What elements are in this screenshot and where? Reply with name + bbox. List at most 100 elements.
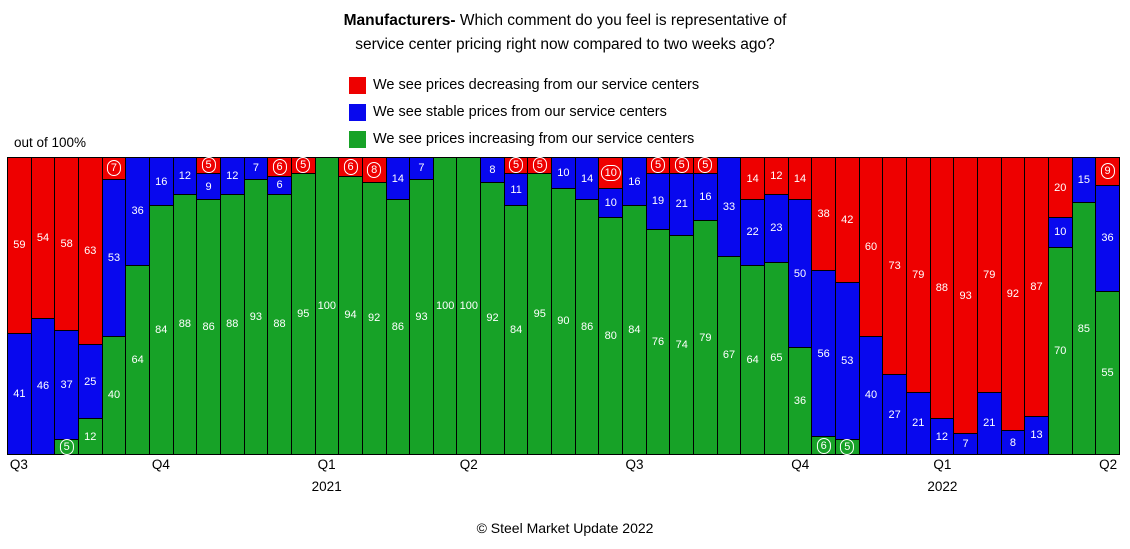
segment-decreasing: 5 (646, 157, 670, 174)
stacked-bar: 6 6 88 (267, 158, 291, 454)
chart-title-line1: Manufacturers- Which comment do you feel… (0, 9, 1130, 33)
value-label: 56 (817, 347, 830, 360)
quarter-label: Q4 (791, 457, 810, 472)
value-label: 100 (435, 300, 455, 312)
value-label: 88 (935, 282, 949, 295)
segment-increasing: 93 (244, 178, 268, 454)
segment-increasing: 76 (646, 229, 670, 454)
segment-stable: 21 (906, 391, 930, 454)
segment-increasing: 74 (670, 234, 694, 454)
value-label: 8 (1009, 436, 1016, 449)
segment-stable: 50 (788, 199, 812, 348)
segment-decreasing: 42 (835, 158, 859, 283)
segment-increasing: 88 (268, 193, 291, 454)
stacked-bar: 14 86 (385, 158, 410, 454)
stacked-bar: 73 27 (882, 158, 906, 454)
stacked-bar: 63 25 12 (77, 158, 102, 454)
value-label: 14 (391, 172, 404, 185)
value-label: 36 (793, 395, 807, 408)
value-label: 79 (912, 268, 925, 281)
x-tick: Q3 (10, 457, 28, 472)
segment-increasing: 90 (552, 187, 575, 454)
segment-stable: 53 (102, 178, 126, 336)
stacked-bar: 14 86 (574, 158, 599, 454)
stacked-bar: 15 85 (1071, 158, 1096, 454)
value-label: 36 (131, 205, 144, 218)
value-label: 63 (84, 245, 97, 258)
value-label: 19 (651, 195, 665, 208)
segment-stable: 14 (386, 158, 410, 200)
segment-decreasing: 59 (8, 158, 31, 333)
value-label: 5 (201, 157, 216, 174)
value-label: 100 (317, 300, 337, 312)
axis-note: out of 100% (14, 135, 87, 150)
value-label: 5 (296, 157, 311, 174)
chart-title-bold: Manufacturers- (343, 12, 456, 29)
stacked-bar: 6 94 (338, 158, 362, 454)
stacked-bar: 93 7 (953, 158, 977, 454)
year-label: 2022 (927, 479, 958, 494)
segment-stable: 7 (410, 158, 433, 179)
segment-increasing: 67 (717, 255, 741, 454)
segment-increasing: 55 (1096, 291, 1119, 454)
value-label: 73 (888, 260, 901, 273)
segment-increasing: 88 (173, 193, 197, 454)
value-label: 67 (722, 349, 736, 362)
value-label: 22 (746, 226, 759, 239)
segment-increasing: 95 (291, 172, 315, 454)
stacked-bar: 5 95 (527, 157, 552, 454)
value-label: 6 (272, 158, 287, 175)
segment-decreasing: 73 (883, 158, 906, 375)
value-label: 50 (793, 267, 807, 280)
value-label: 86 (391, 321, 404, 334)
segment-increasing: 79 (694, 220, 717, 454)
value-label: 16 (699, 190, 712, 203)
value-label: 23 (770, 222, 783, 235)
segment-stable: 13 (1025, 415, 1048, 454)
legend-item-increasing: We see prices increasing from our servic… (349, 130, 699, 148)
segment-increasing: 5 (55, 439, 78, 456)
value-label: 5 (509, 157, 524, 174)
segment-stable: 8 (1001, 430, 1025, 454)
segment-stable: 16 (694, 172, 717, 221)
segment-stable: 10 (1048, 217, 1072, 247)
segment-stable: 41 (8, 332, 31, 454)
stacked-bar: 36 64 (125, 158, 149, 454)
stacked-bar: 12 88 (219, 158, 244, 454)
legend-swatch-increasing (349, 130, 366, 148)
segment-decreasing: 5 (197, 157, 220, 174)
quarter-label: Q3 (9, 457, 28, 472)
stacked-bar: 79 21 (905, 158, 930, 454)
value-label: 92 (486, 312, 499, 325)
value-label: 10 (604, 196, 617, 209)
segment-stable: 19 (646, 172, 670, 230)
stacked-bar: 5 16 79 (693, 157, 717, 454)
segment-stable: 15 (1072, 158, 1096, 203)
value-label: 88 (273, 318, 286, 331)
stacked-bar: 7 93 (409, 158, 433, 454)
value-label: 6 (816, 437, 831, 454)
value-label: 74 (675, 338, 688, 351)
chart-title-line1-rest: Which comment do you feel is representat… (455, 12, 787, 29)
segment-increasing: 88 (220, 193, 244, 454)
stacked-bar: 12 88 (172, 158, 197, 454)
value-label: 5 (698, 157, 713, 174)
segment-decreasing: 6 (268, 158, 291, 176)
segment-stable: 21 (670, 172, 694, 235)
segment-stable: 12 (173, 158, 197, 194)
segment-increasing: 100 (315, 158, 339, 454)
value-label: 93 (249, 310, 263, 323)
x-tick: Q4 (152, 457, 170, 472)
segment-increasing: 40 (102, 335, 126, 454)
value-label: 70 (1054, 344, 1067, 357)
value-label: 42 (841, 214, 854, 227)
value-label: 65 (770, 352, 783, 365)
value-label: 86 (202, 321, 215, 334)
value-label: 85 (1077, 322, 1090, 335)
segment-decreasing: 6 (339, 158, 362, 176)
value-label: 40 (107, 389, 121, 402)
value-label: 10 (1054, 226, 1067, 239)
value-label: 5 (840, 439, 855, 456)
value-label: 14 (746, 172, 759, 185)
stacked-bar: 10 10 80 (598, 158, 623, 454)
